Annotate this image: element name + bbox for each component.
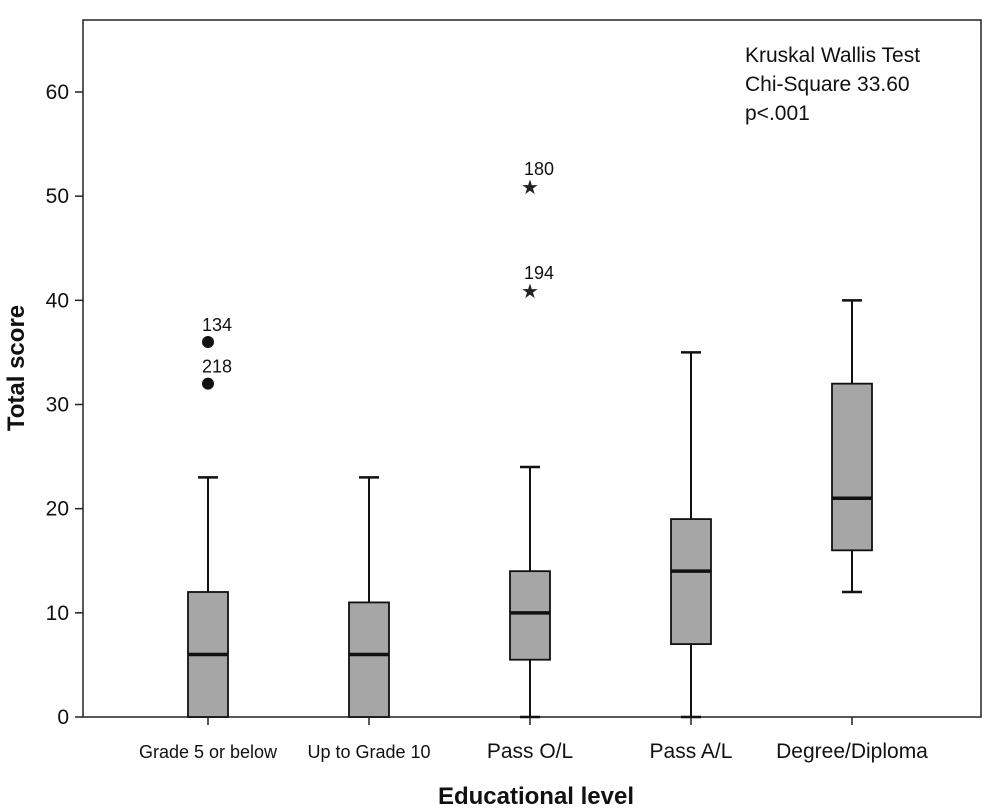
- box-iqr: [831, 382, 873, 552]
- box-group: [831, 299, 873, 594]
- annotation-line-3: p<.001: [745, 102, 810, 125]
- annotation-line-2: Chi-Square 33.60: [745, 73, 910, 96]
- outlier-point: [202, 336, 214, 348]
- y-tick-label: 30: [46, 394, 69, 417]
- y-tick-label: 40: [46, 289, 69, 312]
- x-category-label: Pass A/L: [650, 740, 733, 763]
- box-group: [348, 476, 390, 718]
- test-annotation: Kruskal Wallis Test Chi-Square 33.60 p<.…: [745, 44, 920, 125]
- box-group: [670, 351, 712, 719]
- extreme-point: ★: [521, 279, 539, 303]
- outlier-label: 218: [202, 357, 232, 377]
- y-tick-label: 60: [46, 81, 69, 104]
- outlier-point: [202, 377, 214, 390]
- x-category-label: Pass O/L: [487, 740, 573, 763]
- outlier-label: 134: [202, 315, 232, 335]
- box-iqr: [348, 601, 390, 718]
- extreme-point: ★: [521, 175, 539, 199]
- outlier-label: 194: [524, 263, 554, 283]
- y-tick-label: 50: [46, 185, 69, 208]
- box-iqr: [670, 518, 712, 645]
- annotation-line-1: Kruskal Wallis Test: [745, 44, 920, 67]
- y-tick-label: 10: [46, 602, 69, 625]
- y-axis: 0 10 20 30 40 50 60: [46, 81, 83, 729]
- outlier-label: 180: [524, 159, 554, 179]
- y-tick-label: 20: [46, 498, 69, 521]
- x-category-label: Up to Grade 10: [307, 742, 430, 762]
- x-category-label: Degree/Diploma: [776, 740, 928, 763]
- x-axis: Grade 5 or below Up to Grade 10 Pass O/L Pa…: [139, 717, 928, 763]
- x-axis-title: Educational level: [438, 783, 634, 810]
- x-category-label: Grade 5 or below: [139, 742, 278, 762]
- y-tick-label: 0: [57, 706, 69, 729]
- box-group: ★180★194: [509, 159, 554, 719]
- box-iqr: [509, 570, 551, 661]
- y-axis-title: Total score: [3, 305, 30, 431]
